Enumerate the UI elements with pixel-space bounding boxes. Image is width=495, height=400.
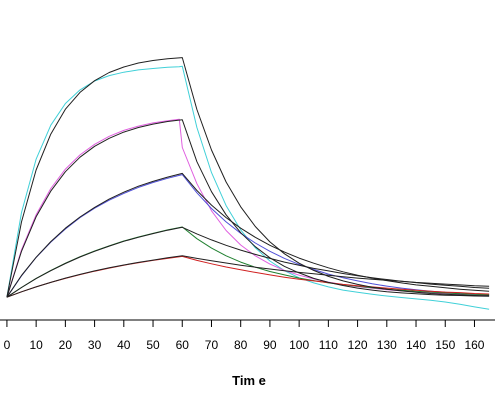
x-tick-label: 60 [176, 338, 190, 352]
x-tick-label: 50 [146, 338, 160, 352]
series-line-4-fit [6, 119, 490, 298]
series-line-2-fit [6, 57, 490, 298]
x-tick-label: 40 [117, 338, 131, 352]
x-tick-label: 0 [4, 338, 11, 352]
x-tick-label: 120 [348, 338, 368, 352]
x-tick-label: 20 [59, 338, 73, 352]
series-line-1-measured [6, 65, 490, 310]
x-tick-label: 110 [319, 338, 338, 352]
x-tick-label: 10 [29, 338, 43, 352]
series-line-6-fit [6, 172, 490, 298]
series-layer [6, 57, 490, 310]
series-line-3-measured [6, 118, 490, 298]
x-tick-label: 80 [234, 338, 248, 352]
x-tick-label: 160 [464, 338, 484, 352]
x-tick-label: 130 [377, 338, 397, 352]
x-tick-label: 150 [435, 338, 455, 352]
x-tick-label: 30 [88, 338, 102, 352]
series-line-5-measured [6, 174, 490, 298]
x-tick-label: 90 [263, 338, 277, 352]
x-tick-label: 140 [406, 338, 426, 352]
x-axis-title: Tim e [232, 373, 266, 388]
x-tick-label: 70 [205, 338, 219, 352]
series-line-10-fit [6, 255, 490, 298]
x-tick-layer: 0 10 20 30 40 50 60 70 80 90 100 110 120 130 140 150 160 [4, 320, 485, 352]
x-tick-label: 100 [289, 338, 309, 352]
series-line-7-measured [6, 226, 490, 298]
